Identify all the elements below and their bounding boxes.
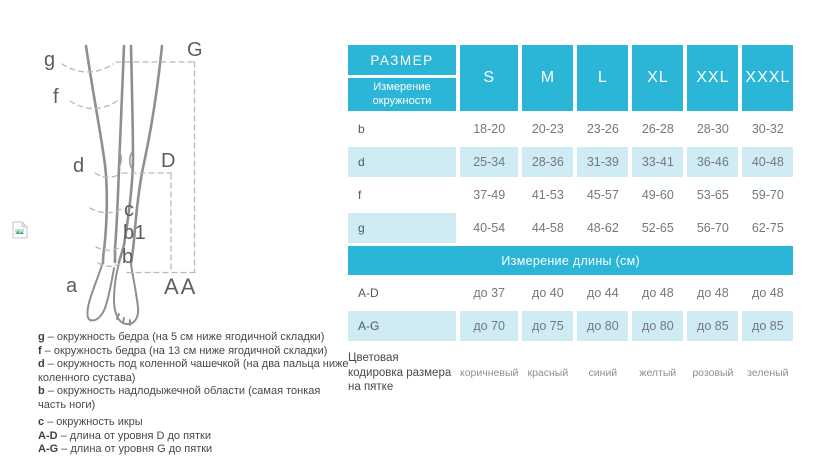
cell: до 85 [687, 311, 739, 341]
cell: до 48 [697, 286, 729, 300]
table-row-g: g 40-54 44-58 48-62 52-65 56-70 62-75 [348, 213, 793, 243]
cell: 59-70 [751, 188, 784, 202]
table-row-d: d 25-34 28-36 31-39 33-41 36-46 40-48 [348, 147, 794, 177]
color-coding-row: Цветовая кодировка размера на пятке кори… [348, 344, 793, 402]
cell: 45-57 [586, 188, 619, 202]
legend-item: A-G – длина от уровня G до пятки [38, 443, 213, 456]
cell: 53-65 [696, 188, 729, 202]
cell: 36-46 [687, 147, 739, 177]
legend-item: b – окружность надлодыжечной области (сам… [38, 385, 321, 411]
heel-color: красный [527, 367, 569, 379]
row-label: g [348, 213, 456, 243]
cell: до 80 [632, 311, 684, 341]
length-section-header: Измерение длины (см) [348, 246, 794, 275]
size-column-xxxl: XXXL [742, 45, 794, 111]
cell: 31-39 [577, 147, 629, 177]
cell: до 75 [522, 311, 574, 341]
header-row: РАЗМЕР S M L XL XXL XXXL [348, 45, 794, 111]
point-label-b: b [122, 246, 134, 268]
cell: до 70 [460, 311, 519, 341]
legend-item: f – окружность бедра (на 13 см ниже ягоди… [38, 344, 328, 357]
cell: 52-65 [641, 221, 674, 235]
cell: 40-54 [473, 221, 506, 235]
cell: 56-70 [696, 221, 729, 235]
length-band-row: Измерение длины (см) [348, 246, 794, 275]
point-label-a: a [66, 275, 78, 297]
point-label-AA: AA [164, 274, 198, 299]
heel-color: желтый [639, 367, 677, 379]
table-row-b: b 18-20 20-23 23-26 26-28 28-30 30-32 [348, 114, 793, 144]
cell: 33-41 [632, 147, 684, 177]
broken-image-icon [12, 221, 28, 239]
heel-color: коричневый [460, 367, 519, 379]
circumference-header: Измерение окружности [348, 78, 456, 111]
cell: 40-48 [742, 147, 794, 177]
heel-color: синий [588, 367, 618, 379]
point-label-c: c [124, 199, 135, 221]
cell: 30-32 [751, 122, 784, 136]
legend-item: A-D – длина от уровня D до пятки [38, 429, 211, 442]
color-coding-label: Цветовая кодировка размера на пятке [348, 351, 452, 394]
cell: до 48 [642, 286, 674, 300]
cell: до 44 [587, 286, 619, 300]
size-column-l: L [577, 45, 629, 111]
size-table: РАЗМЕР S M L XL XXL XXXL Измерение окруж… [344, 42, 797, 405]
row-label: A-D [358, 286, 379, 300]
legend-item: c – окружность икры [38, 416, 143, 429]
point-label-g: g [44, 49, 56, 71]
size-column-xl: XL [632, 45, 684, 111]
leg-diagram [61, 44, 196, 326]
size-column-s: S [460, 45, 519, 111]
size-header: РАЗМЕР [348, 45, 456, 75]
cell: до 80 [577, 311, 629, 341]
cell: 25-34 [460, 147, 519, 177]
header-row-2: Измерение окружности [348, 78, 793, 111]
cell: 23-26 [586, 122, 619, 136]
cell: 28-36 [522, 147, 574, 177]
legend-item: g – окружность бедра (на 5 см ниже ягодич… [38, 331, 325, 343]
point-label-D: D [161, 150, 176, 172]
cell: 28-30 [696, 122, 729, 136]
point-label-f: f [53, 86, 60, 108]
cell: до 48 [752, 286, 784, 300]
heel-color: зеленый [747, 367, 789, 379]
cell: 18-20 [473, 122, 506, 136]
size-column-xxl: XXL [687, 45, 739, 111]
cell: 41-53 [531, 188, 564, 202]
cell: 26-28 [641, 122, 674, 136]
row-label: f [358, 188, 362, 202]
table-row-f: f 37-49 41-53 45-57 49-60 53-65 59-70 [348, 180, 793, 210]
row-label: A-G [348, 311, 456, 341]
point-label-d: d [73, 155, 85, 177]
cell: до 37 [473, 286, 505, 300]
row-label: d [348, 147, 456, 177]
heel-color: розовый [692, 367, 734, 379]
point-label-G: G [187, 39, 204, 61]
cell: 49-60 [641, 188, 674, 202]
table-row-ag: A-G до 70 до 75 до 80 до 80 до 85 до 85 [348, 311, 794, 341]
point-label-b1: b1 [123, 222, 147, 244]
cell: 20-23 [531, 122, 564, 136]
legend-item: d – окружность под коленной чашечкой (на … [38, 358, 349, 384]
row-label: b [358, 122, 365, 136]
measurement-legend: g – окружность бедра (на 5 см ниже ягодич… [38, 331, 350, 457]
cell: 62-75 [751, 221, 784, 235]
cell: до 85 [742, 311, 794, 341]
cell: до 40 [532, 286, 564, 300]
cell: 48-62 [586, 221, 619, 235]
cell: 44-58 [531, 221, 564, 235]
size-column-m: M [522, 45, 574, 111]
table-row-ad: A-D до 37 до 40 до 44 до 48 до 48 до 48 [348, 278, 793, 308]
cell: 37-49 [473, 188, 506, 202]
